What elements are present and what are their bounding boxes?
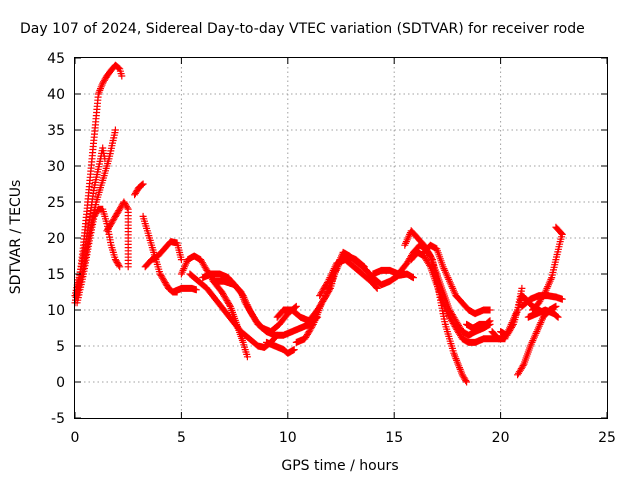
y-tick-label: 25: [47, 195, 65, 211]
series-arc10: [177, 252, 251, 361]
series-arc22: [463, 317, 494, 332]
series-arc16: [292, 248, 417, 346]
series-arc21: [420, 241, 494, 318]
data-point-marks: [169, 284, 200, 296]
y-tick-label: 0: [56, 375, 65, 391]
data-point-marks: [263, 338, 298, 357]
data-point-marks: [407, 248, 505, 346]
series-arc14: [263, 338, 298, 357]
series-arc17: [316, 256, 381, 300]
y-tick-label: 45: [47, 51, 65, 67]
data-point-marks: [73, 205, 124, 307]
data-point-marks: [73, 126, 119, 300]
data-point-marks: [420, 241, 494, 318]
x-axis-label: GPS time / hours: [281, 458, 398, 474]
series-arc24: [497, 284, 526, 339]
data-point-marks: [316, 256, 381, 300]
series-arc18: [369, 241, 471, 386]
data-point-marks: [103, 198, 132, 271]
data-point-marks: [141, 238, 185, 271]
series-arc4: [73, 205, 124, 307]
data-point-marks: [497, 284, 526, 339]
data-point-marks: [524, 306, 562, 321]
data-point-marks: [131, 180, 147, 199]
data-marks: [71, 61, 566, 386]
series-arc28: [524, 306, 562, 321]
series-arc9: [169, 284, 200, 296]
data-point-marks: [463, 317, 494, 332]
data-point-marks: [177, 252, 251, 361]
x-tick-label: 15: [385, 430, 403, 446]
plot-frame: [74, 57, 608, 419]
x-tick-label: 10: [279, 430, 297, 446]
data-point-marks: [292, 248, 417, 346]
y-tick-label: 30: [47, 159, 65, 175]
y-axis-label: SDTVAR / TECUs: [8, 180, 24, 295]
y-tick-label: 5: [56, 339, 65, 355]
y-tick-label: 10: [47, 303, 65, 319]
x-tick-label: 0: [71, 430, 80, 446]
y-tick-label: -5: [51, 411, 65, 427]
data-point-marks: [529, 223, 566, 314]
y-tick-label: 40: [47, 87, 65, 103]
data-point-marks: [369, 241, 471, 386]
y-tick-label: 35: [47, 123, 65, 139]
series-arc5: [103, 198, 132, 271]
y-tick-label: 15: [47, 267, 65, 283]
y-tick-label: 20: [47, 231, 65, 247]
series-arc8: [141, 238, 185, 271]
series-arc27: [529, 223, 566, 314]
grid-lines: [75, 58, 607, 418]
x-tick-label: 20: [492, 430, 510, 446]
series-arc13: [209, 277, 300, 336]
chart-title: Day 107 of 2024, Sidereal Day-to-day VTE…: [20, 21, 585, 37]
axis-ticks: 0 5 10 15 20 25 -5 0 5 10 15 20 25 30 35 40 45: [47, 51, 616, 446]
series-arc3: [73, 126, 119, 300]
data-point-marks: [209, 277, 300, 336]
series-arc6: [131, 180, 147, 199]
series-arc20: [407, 248, 505, 346]
x-tick-label: 5: [177, 430, 186, 446]
x-tick-label: 25: [598, 430, 616, 446]
